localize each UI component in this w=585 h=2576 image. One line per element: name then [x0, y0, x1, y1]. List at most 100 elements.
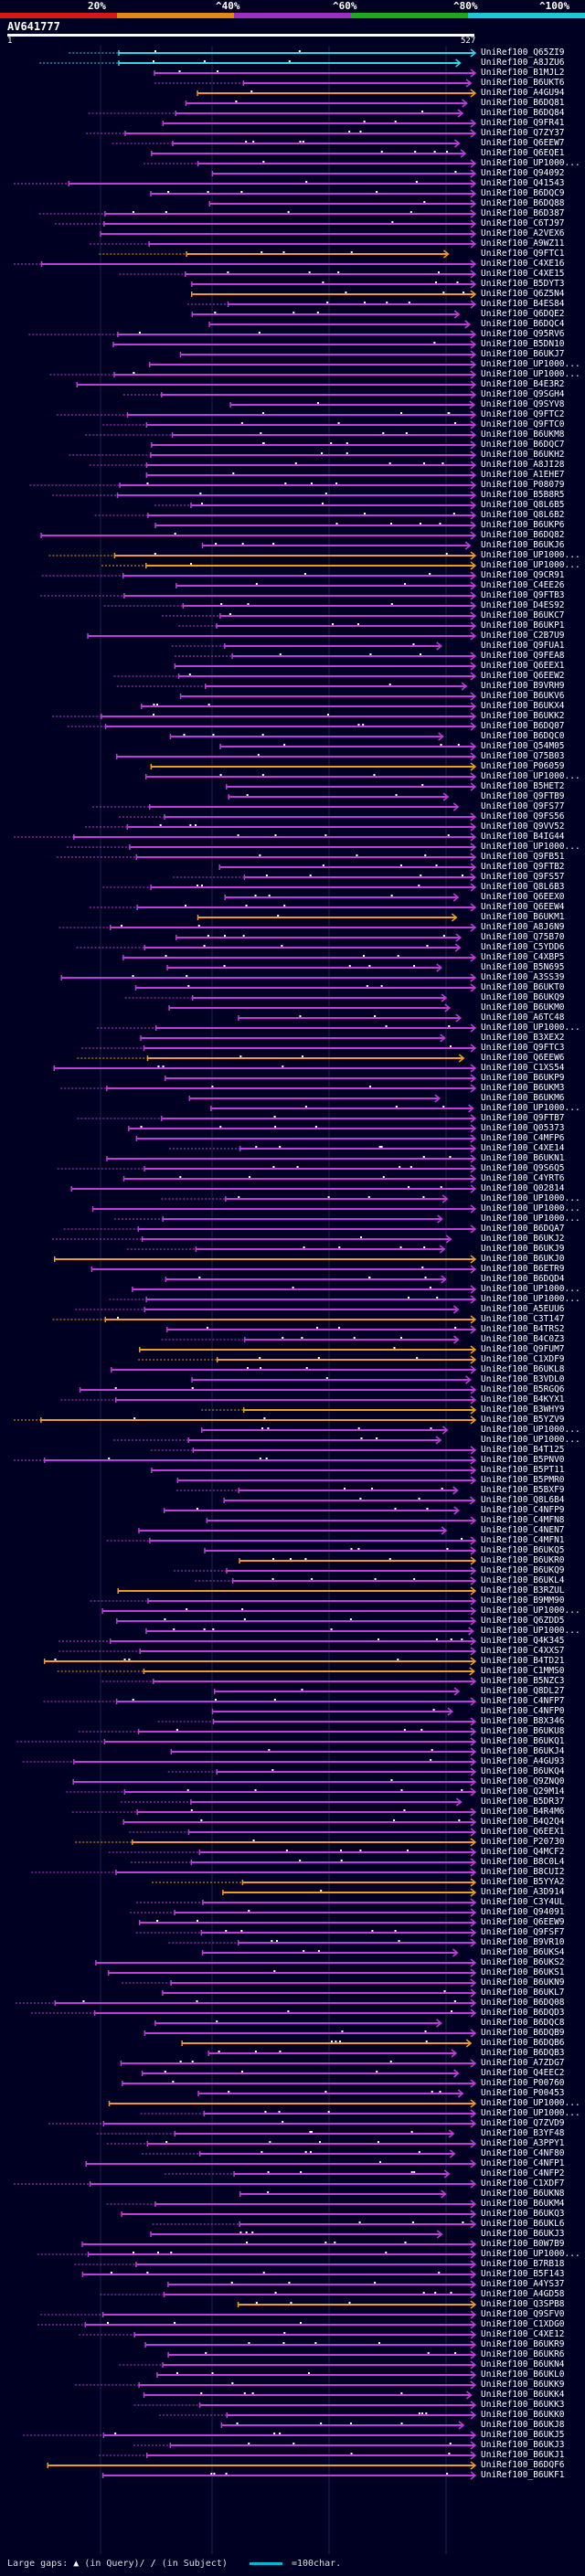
hit-row[interactable] — [144, 2340, 477, 2349]
hit-label[interactable]: UniRef100_B6UKQ9 — [481, 1565, 565, 1575]
hit-row[interactable] — [37, 2320, 477, 2329]
hit-label[interactable]: UniRef100_Q4MCF2 — [481, 1847, 565, 1857]
hit-label[interactable]: UniRef100_B6UKJ3 — [481, 2440, 565, 2450]
hit-row[interactable] — [111, 1365, 477, 1374]
hit-label[interactable]: UniRef100_Q75B70 — [481, 932, 565, 942]
hit-row[interactable] — [38, 209, 477, 218]
hit-row[interactable] — [106, 1536, 477, 1545]
hit-row[interactable] — [22, 1757, 477, 1766]
hit-row[interactable] — [85, 822, 477, 832]
hit-row[interactable] — [219, 742, 477, 751]
hit-label[interactable]: UniRef100_Q6EEW6 — [481, 1053, 565, 1063]
hit-label[interactable]: UniRef100_B6UKP9 — [481, 1073, 565, 1083]
hit-row[interactable] — [151, 440, 477, 450]
hit-label[interactable]: UniRef100_B6DQC0 — [481, 731, 565, 741]
hit-label[interactable]: UniRef100_Q6EQE1 — [481, 148, 565, 158]
hit-row[interactable] — [167, 2280, 477, 2289]
hit-label[interactable]: UniRef100_D4ES92 — [481, 600, 565, 610]
hit-label[interactable]: UniRef100_B1MJL2 — [481, 68, 565, 78]
hit-row[interactable] — [122, 953, 477, 962]
hit-row[interactable] — [60, 1084, 477, 1093]
hit-label[interactable]: UniRef100_B6DQB3 — [481, 2048, 565, 2058]
hit-row[interactable] — [168, 1938, 477, 1947]
hit-label[interactable]: UniRef100_B6UKJ5 — [481, 2430, 565, 2440]
hit-row[interactable] — [130, 1908, 477, 1917]
hit-row[interactable] — [47, 2461, 477, 2470]
hit-row[interactable] — [173, 873, 476, 882]
hit-label[interactable]: UniRef100_B4IG44 — [481, 832, 565, 842]
hit-row[interactable] — [173, 1566, 477, 1575]
hit-row[interactable] — [103, 601, 477, 610]
hit-label[interactable]: UniRef100_C4NFP9 — [481, 1505, 565, 1515]
hit-label[interactable]: UniRef100_C4NEN7 — [481, 1525, 565, 1535]
hit-label[interactable]: UniRef100_B6ETR9 — [481, 1264, 565, 1274]
hit-row[interactable] — [81, 2240, 477, 2249]
hit-row[interactable] — [200, 1426, 449, 1435]
hit-label[interactable]: UniRef100_B6UKQ4 — [481, 1766, 565, 1776]
hit-label[interactable]: UniRef100_Q9FS56 — [481, 811, 565, 822]
hit-label[interactable]: UniRef100_B6UKN9 — [481, 1977, 565, 1988]
hit-row[interactable] — [76, 380, 477, 389]
hit-label[interactable]: UniRef100_B4T125 — [481, 1445, 565, 1455]
hit-label[interactable]: UniRef100_Q4EEC2 — [481, 2068, 565, 2078]
hit-label[interactable]: UniRef100_Q9FTC3 — [481, 1043, 565, 1053]
hit-row[interactable] — [134, 983, 477, 992]
hit-row[interactable] — [99, 2451, 477, 2460]
hit-label[interactable]: UniRef100_B6DQ82 — [481, 530, 565, 540]
hit-row[interactable] — [226, 782, 477, 791]
hit-row[interactable] — [210, 1104, 474, 1113]
hit-row[interactable] — [89, 461, 477, 470]
hit-row[interactable] — [126, 1245, 446, 1254]
hit-label[interactable]: UniRef100_B5PMR0 — [481, 1475, 565, 1485]
hit-label[interactable]: UniRef100_A8JI28 — [481, 460, 565, 470]
hit-label[interactable]: UniRef100_B5RGQ6 — [481, 1384, 565, 1394]
hit-row[interactable] — [171, 641, 442, 651]
hit-row[interactable] — [113, 1214, 443, 1224]
hit-row[interactable] — [201, 1405, 477, 1415]
hit-row[interactable] — [150, 189, 477, 198]
hit-label[interactable]: UniRef100_B6UKK0 — [481, 2410, 565, 2420]
hit-row[interactable] — [176, 1486, 459, 1495]
hit-row[interactable] — [70, 1184, 477, 1193]
hit-label[interactable]: UniRef100_UP1000... — [481, 359, 580, 369]
hit-row[interactable] — [165, 2169, 451, 2178]
hit-label[interactable]: UniRef100_C4MFP6 — [481, 1133, 565, 1143]
hit-label[interactable]: UniRef100_B6UKJ8 — [481, 2420, 565, 2430]
hit-row[interactable] — [162, 1988, 477, 1998]
hit-label[interactable]: UniRef100_B6UKL8 — [481, 1364, 565, 1374]
hit-row[interactable] — [69, 451, 477, 460]
hit-label[interactable]: UniRef100_C1MMS0 — [481, 1666, 565, 1676]
hit-row[interactable] — [238, 1013, 463, 1023]
hit-label[interactable]: UniRef100_A6TC48 — [481, 1012, 565, 1023]
hit-label[interactable]: UniRef100_A9WZ11 — [481, 239, 565, 249]
hit-row[interactable] — [166, 963, 442, 972]
hit-label[interactable]: UniRef100_Q9FEA8 — [481, 651, 565, 661]
hit-row[interactable] — [165, 1074, 477, 1083]
hit-label[interactable]: UniRef100_C4XE14 — [481, 1143, 565, 1153]
hit-label[interactable]: UniRef100_B4R4M6 — [481, 1807, 565, 1817]
hit-row[interactable] — [138, 1526, 448, 1535]
hit-label[interactable]: UniRef100_Q6EEW2 — [481, 671, 565, 681]
hit-label[interactable]: UniRef100_B7RB18 — [481, 2259, 565, 2269]
hit-row[interactable] — [144, 772, 477, 781]
hit-row[interactable] — [77, 1054, 465, 1063]
hit-label[interactable]: UniRef100_B6UKL4 — [481, 1575, 565, 1585]
hit-row[interactable] — [122, 2079, 477, 2088]
hit-row[interactable] — [191, 280, 477, 289]
hit-row[interactable] — [39, 58, 462, 68]
hit-label[interactable]: UniRef100_B6UKQ3 — [481, 2209, 565, 2219]
hit-label[interactable]: UniRef100_B6UKN1 — [481, 1153, 565, 1163]
hit-label[interactable]: UniRef100_B3RZUL — [481, 1585, 565, 1595]
hit-row[interactable] — [95, 1958, 477, 1967]
hit-label[interactable]: UniRef100_B6UKM0 — [481, 1002, 565, 1012]
hit-row[interactable] — [208, 199, 477, 208]
hit-row[interactable] — [223, 1496, 476, 1505]
hit-label[interactable]: UniRef100_C3T147 — [481, 1314, 565, 1324]
hit-label[interactable]: UniRef100_Q41543 — [481, 178, 565, 188]
hit-row[interactable] — [211, 169, 477, 178]
hit-label[interactable]: UniRef100_Q9ZNQ0 — [481, 1776, 565, 1786]
hit-row[interactable] — [48, 2119, 477, 2128]
hit-row[interactable] — [106, 2139, 477, 2148]
hit-row[interactable] — [15, 1998, 477, 2008]
hit-label[interactable]: UniRef100_C3Y4UL — [481, 1897, 565, 1907]
